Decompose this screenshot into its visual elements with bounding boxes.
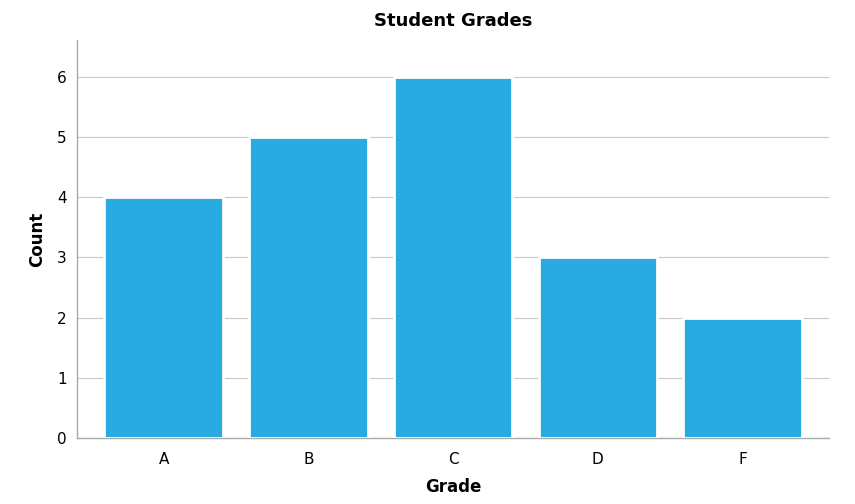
Bar [104,197,223,438]
Bar [683,318,802,438]
Y-axis label: Count: Count [27,212,45,267]
Bar [249,137,368,438]
X-axis label: Grade: Grade [425,478,481,496]
Bar [539,258,657,438]
Title: Student Grades: Student Grades [374,13,533,30]
Bar [394,77,512,438]
